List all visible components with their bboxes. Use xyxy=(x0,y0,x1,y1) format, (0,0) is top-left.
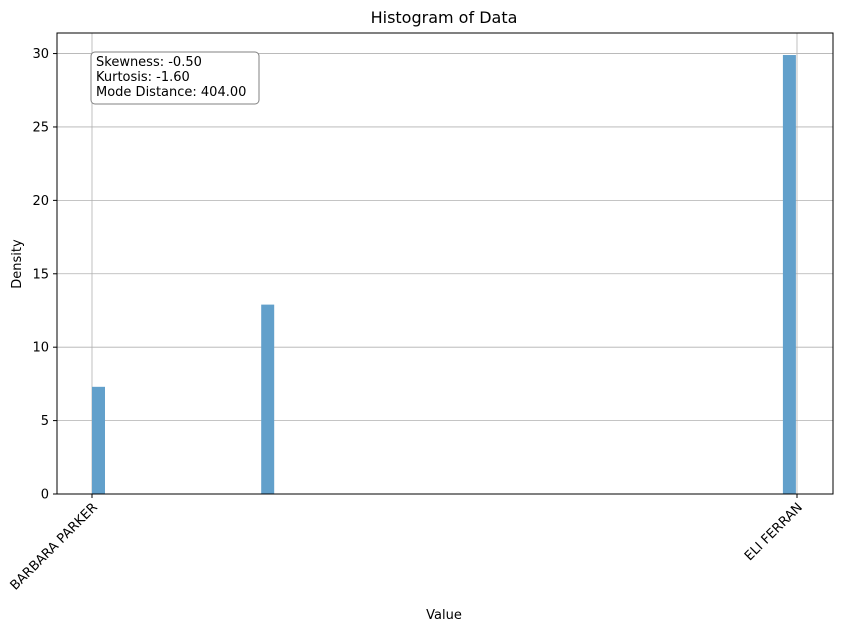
y-tick-label: 20 xyxy=(32,194,49,209)
y-tick-label: 25 xyxy=(32,120,49,135)
bars xyxy=(92,55,796,495)
stats-mode-distance: Mode Distance: 404.00 xyxy=(96,85,246,100)
y-axis-label: Density xyxy=(10,239,25,289)
y-tick-label: 15 xyxy=(32,267,49,282)
stats-box-frame xyxy=(90,51,260,105)
y-axis: 0 5 10 15 20 25 30 xyxy=(32,47,57,503)
histogram-bar xyxy=(261,304,275,494)
y-tick-label: 30 xyxy=(32,47,49,62)
stats-box: Skewness: -0.50 Kurtosis: -1.60 Mode Dis… xyxy=(90,51,260,105)
histogram-bar xyxy=(92,386,105,494)
chart-title: Histogram of Data xyxy=(371,8,518,27)
y-tick-label: 0 xyxy=(41,488,49,503)
y-tick-label: 5 xyxy=(41,414,49,429)
stats-kurtosis: Kurtosis: -1.60 xyxy=(96,70,190,85)
plot-area-frame xyxy=(56,32,834,495)
x-axis-label: Value xyxy=(426,608,462,623)
y-tick-label: 10 xyxy=(32,341,49,356)
stats-skewness: Skewness: -0.50 xyxy=(96,55,202,70)
histogram-bar xyxy=(782,55,796,495)
